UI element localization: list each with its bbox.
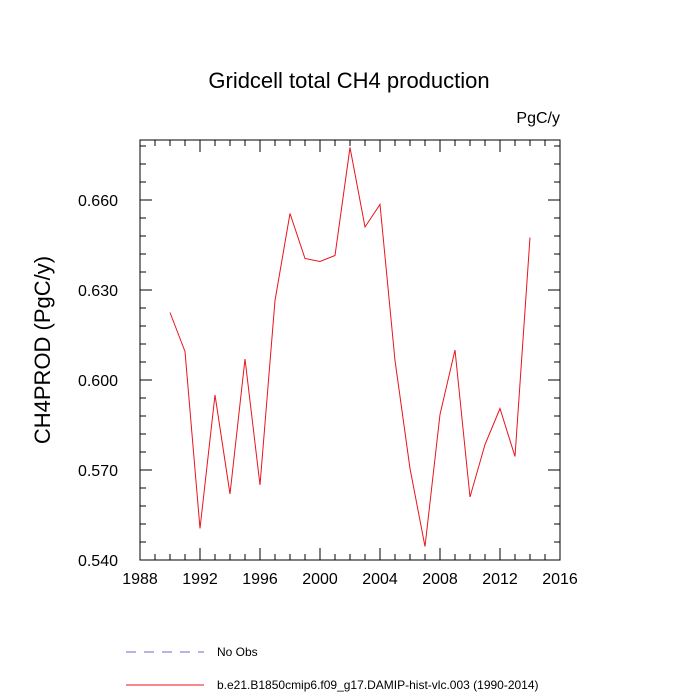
data-point (184, 350, 187, 353)
data-point (274, 299, 277, 302)
units-label: PgC/y (516, 110, 560, 127)
data-point (469, 496, 472, 499)
y-axis-label: CH4PROD (PgC/y) (30, 256, 55, 444)
y-tick-label: 0.570 (78, 463, 118, 480)
y-tick-label: 0.660 (78, 193, 118, 210)
x-tick-label: 2008 (422, 571, 458, 588)
data-point (514, 455, 517, 458)
chart-title: Gridcell total CH4 production (208, 68, 489, 93)
legend: No Obs b.e21.B1850cmip6.f09_g17.DAMIP-hi… (126, 645, 539, 692)
data-point (364, 226, 367, 229)
x-tick-label: 2004 (362, 571, 398, 588)
legend-label-model: b.e21.B1850cmip6.f09_g17.DAMIP-hist-vlc.… (217, 678, 539, 692)
x-tick-label: 2000 (302, 571, 338, 588)
data-point (484, 443, 487, 446)
data-point (349, 146, 352, 149)
data-point (304, 257, 307, 260)
data-point (289, 212, 292, 215)
axis-ticks (139, 140, 561, 561)
data-point (394, 359, 397, 362)
data-point (214, 394, 217, 397)
x-tick-label: 2016 (542, 571, 578, 588)
data-point (319, 260, 322, 263)
data-point (169, 311, 172, 314)
y-tick-label: 0.630 (78, 283, 118, 300)
data-point (229, 493, 232, 496)
data-point (439, 413, 442, 416)
y-tick-labels: 0.540 0.570 0.600 0.630 0.660 (78, 193, 118, 570)
x-tick-label: 1988 (122, 571, 158, 588)
x-tick-label: 1996 (242, 571, 278, 588)
data-point (259, 484, 262, 487)
data-point (379, 203, 382, 206)
data-point (529, 236, 532, 239)
series-group (169, 146, 532, 548)
x-tick-label: 1992 (182, 571, 218, 588)
plot-frame (139, 139, 561, 561)
y-tick-label: 0.600 (78, 373, 118, 390)
x-tick-label: 2012 (482, 571, 518, 588)
y-tick-label: 0.540 (78, 553, 118, 570)
data-point (334, 254, 337, 257)
data-point (454, 349, 457, 352)
data-point (499, 407, 502, 410)
data-point (409, 467, 412, 470)
plot-axes (139, 139, 561, 561)
data-point (424, 545, 427, 548)
data-point (244, 358, 247, 361)
series-line (169, 147, 531, 547)
x-tick-labels: 1988 1992 1996 2000 2004 2008 2012 2016 (122, 571, 578, 588)
legend-label-no-obs: No Obs (217, 645, 258, 659)
data-point (199, 527, 202, 530)
